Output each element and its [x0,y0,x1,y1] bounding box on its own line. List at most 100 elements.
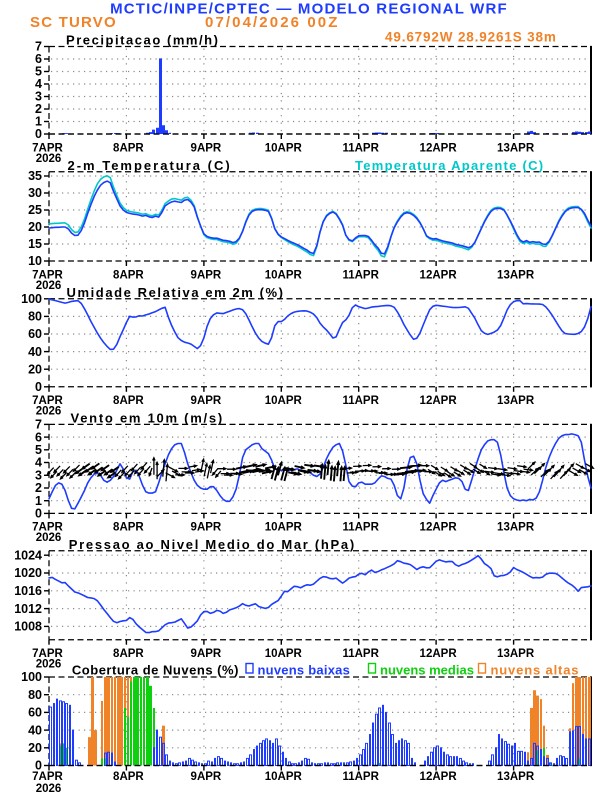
svg-text:6: 6 [35,430,42,444]
svg-text:0: 0 [35,507,42,521]
svg-text:8APR: 8APR [113,648,144,660]
svg-text:Temperatura Aparente (C): Temperatura Aparente (C) [355,158,544,173]
svg-text:13APR: 13APR [497,395,535,407]
svg-text:07/04/2026 00Z: 07/04/2026 00Z [205,14,340,31]
svg-text:Vento em 10m (m/s): Vento em 10m (m/s) [71,410,224,425]
svg-text:12APR: 12APR [420,142,458,154]
svg-text:nuvens medias: nuvens medias [380,663,474,678]
svg-text:2026: 2026 [36,280,62,292]
svg-text:5: 5 [35,65,42,79]
svg-text:15: 15 [28,237,42,251]
svg-text:11APR: 11APR [342,269,379,281]
svg-text:10APR: 10APR [265,142,303,154]
svg-text:6: 6 [35,52,42,66]
svg-text:7APR: 7APR [32,269,63,281]
svg-text:nuvens baixas: nuvens baixas [258,663,351,678]
svg-text:49.6792W 28.9261S 38m: 49.6792W 28.9261S 38m [385,30,557,45]
svg-text:100: 100 [21,292,42,306]
svg-text:8APR: 8APR [113,269,144,281]
svg-text:nuvens altas: nuvens altas [491,663,580,678]
svg-text:100: 100 [21,670,42,684]
svg-text:2026: 2026 [36,783,62,792]
svg-text:9APR: 9APR [191,522,222,534]
svg-text:12APR: 12APR [420,771,458,783]
svg-text:9APR: 9APR [191,648,222,660]
svg-text:11APR: 11APR [342,522,379,534]
svg-text:7APR: 7APR [32,395,63,407]
svg-text:20: 20 [28,220,42,234]
svg-text:1016: 1016 [14,584,42,598]
svg-text:13APR: 13APR [497,522,535,534]
svg-text:13APR: 13APR [497,771,535,783]
svg-text:1020: 1020 [14,566,42,580]
svg-text:35: 35 [28,169,42,183]
svg-text:10APR: 10APR [265,771,303,783]
svg-text:20: 20 [28,741,42,755]
svg-text:10APR: 10APR [265,522,303,534]
svg-text:13APR: 13APR [497,648,535,660]
svg-text:7APR: 7APR [32,648,63,660]
svg-text:10APR: 10APR [265,395,303,407]
svg-text:7APR: 7APR [32,522,63,534]
svg-text:5: 5 [35,443,42,457]
svg-text:60: 60 [28,327,42,341]
svg-text:12APR: 12APR [420,269,458,281]
svg-text:1012: 1012 [14,602,42,616]
svg-text:7APR: 7APR [32,771,63,783]
svg-text:11APR: 11APR [342,771,379,783]
svg-text:2026: 2026 [36,153,62,165]
svg-text:1024: 1024 [14,548,42,562]
svg-text:10: 10 [28,254,42,268]
svg-text:8APR: 8APR [113,771,144,783]
svg-text:30: 30 [28,186,42,200]
svg-text:2026: 2026 [36,406,62,418]
svg-text:Cobertura de Nuvens (%): Cobertura de Nuvens (%) [72,663,239,678]
svg-text:SC TURVO: SC TURVO [30,14,117,31]
svg-text:8APR: 8APR [113,395,144,407]
svg-text:80: 80 [28,310,42,324]
svg-text:7: 7 [35,40,42,54]
svg-text:13APR: 13APR [497,142,535,154]
svg-text:0: 0 [35,127,42,141]
svg-text:9APR: 9APR [191,142,222,154]
svg-text:1: 1 [35,494,42,508]
svg-text:9APR: 9APR [191,395,222,407]
svg-text:40: 40 [28,345,42,359]
svg-text:12APR: 12APR [420,648,458,660]
svg-text:25: 25 [28,203,42,217]
svg-text:60: 60 [28,706,42,720]
svg-text:13APR: 13APR [497,269,535,281]
svg-text:40: 40 [28,723,42,737]
svg-text:1: 1 [35,115,42,129]
svg-text:Umidade Relativa em 2m (%): Umidade Relativa em 2m (%) [67,285,285,300]
svg-text:11APR: 11APR [342,395,379,407]
svg-text:2: 2 [35,481,42,495]
svg-text:Pressao ao Nivel Medio do Mar: Pressao ao Nivel Medio do Mar (hPa) [69,537,356,552]
svg-text:2026: 2026 [36,659,62,671]
svg-text:12APR: 12APR [420,522,458,534]
svg-text:9APR: 9APR [191,269,222,281]
svg-text:1008: 1008 [14,620,42,634]
svg-text:80: 80 [28,688,42,702]
svg-text:7APR: 7APR [32,142,63,154]
svg-text:10APR: 10APR [265,269,303,281]
svg-text:4: 4 [35,77,42,91]
svg-text:4: 4 [35,456,42,470]
svg-text:12APR: 12APR [420,395,458,407]
svg-text:2-m Temperatura (C): 2-m Temperatura (C) [68,158,232,173]
svg-text:10APR: 10APR [265,648,303,660]
svg-text:Precipitacao (mm/h): Precipitacao (mm/h) [66,33,220,48]
svg-text:0: 0 [35,759,42,773]
svg-text:3: 3 [35,90,42,104]
svg-text:8APR: 8APR [113,142,144,154]
svg-text:2026: 2026 [36,532,62,544]
svg-text:2: 2 [35,102,42,116]
svg-text:0: 0 [35,380,42,394]
svg-text:7: 7 [35,418,42,432]
svg-text:11APR: 11APR [342,648,379,660]
svg-text:20: 20 [28,362,42,376]
svg-text:8APR: 8APR [113,522,144,534]
svg-text:MCTIC/INPE/CPTEC — MODELO REGI: MCTIC/INPE/CPTEC — MODELO REGIONAL WRF [110,1,508,18]
svg-text:11APR: 11APR [342,142,379,154]
svg-text:9APR: 9APR [191,771,222,783]
